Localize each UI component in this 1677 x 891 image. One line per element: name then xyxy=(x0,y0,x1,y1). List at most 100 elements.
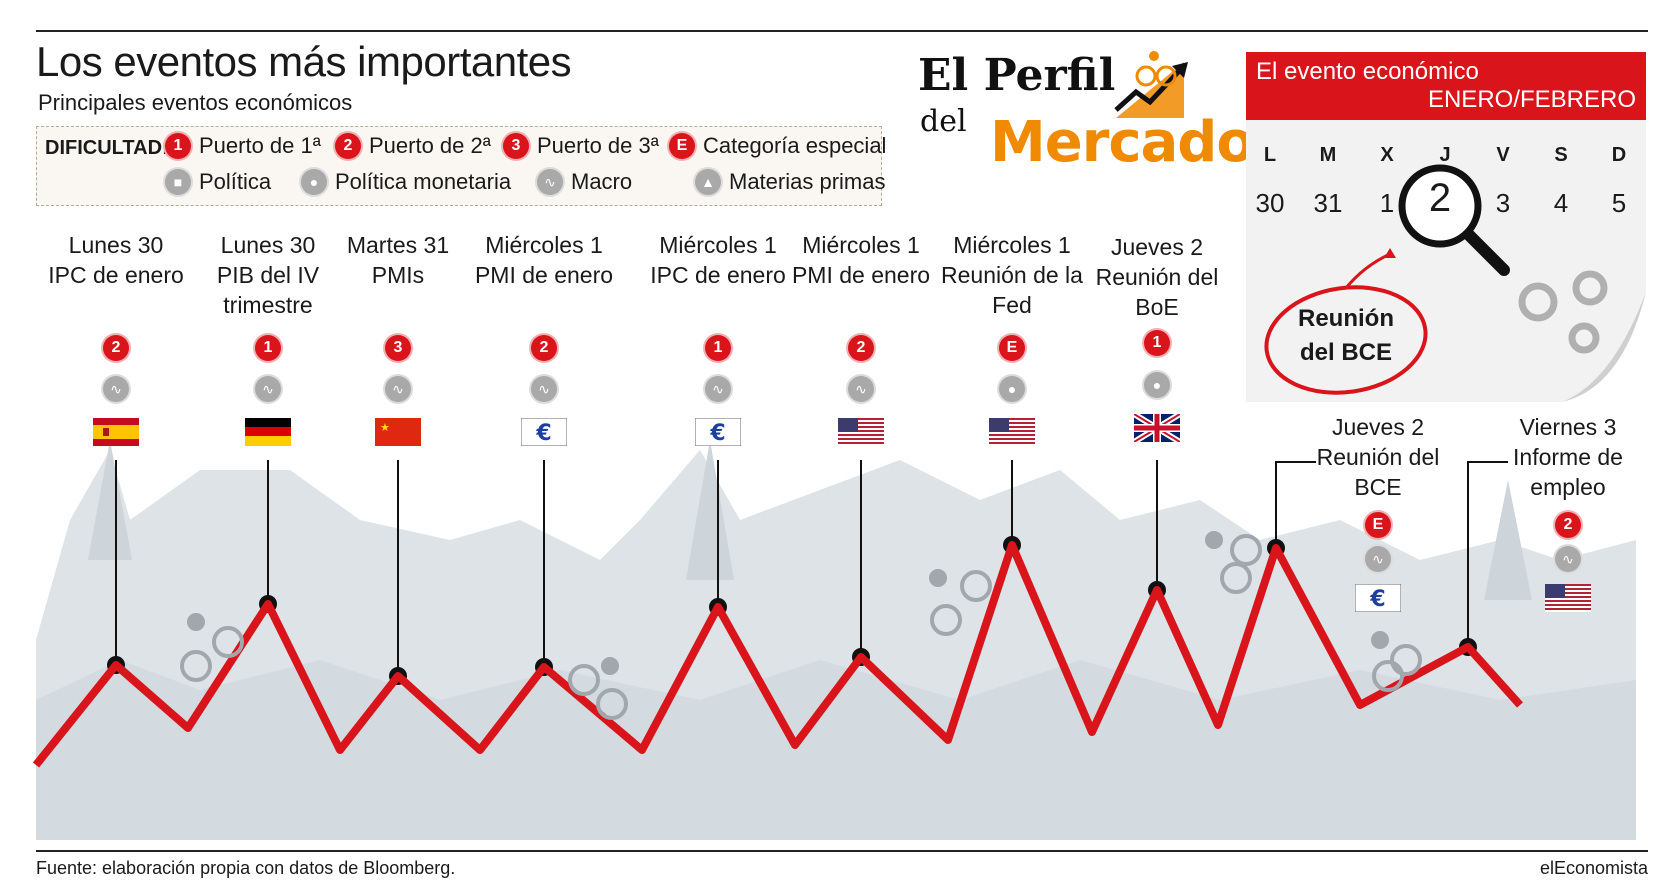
event-label: Martes 31 PMIs xyxy=(318,230,478,290)
svg-text:€: € xyxy=(1369,587,1385,612)
flag-china-icon: ★ xyxy=(375,418,421,451)
cyclist-icon xyxy=(1205,531,1262,594)
event-name: IPC de enero xyxy=(650,262,786,288)
top-rule xyxy=(36,30,1648,32)
flag-germany-icon xyxy=(245,418,291,451)
flag-usa-icon xyxy=(838,418,884,451)
legend-difficulty-3: 3 Puerto de 3ª xyxy=(503,133,659,159)
cyclist-icon xyxy=(1371,631,1422,692)
calendar-period: ENERO/FEBRERO xyxy=(1427,86,1636,113)
event-name: PMI de enero xyxy=(474,262,614,288)
legend-label: Macro xyxy=(571,169,633,194)
difficulty-badge-icon: E xyxy=(669,133,695,159)
event-label: Jueves 2 Reunión del BCE xyxy=(1298,412,1458,502)
difficulty-badge-icon: 1 xyxy=(165,133,191,159)
flag-usa-icon xyxy=(989,418,1035,451)
event-day: Miércoles 1 xyxy=(485,232,603,258)
difficulty-badge-icon: 1 xyxy=(705,335,731,361)
difficulty-badge-icon: 2 xyxy=(531,335,557,361)
difficulty-badge-icon: 2 xyxy=(103,335,129,361)
difficulty-badge-icon: 2 xyxy=(1555,512,1581,538)
event-day: Lunes 30 xyxy=(220,232,316,258)
legend-label: Política monetaria xyxy=(335,169,512,194)
event-day: Viernes 3 xyxy=(1519,414,1617,440)
flag-eurozone-icon: € xyxy=(694,417,742,451)
weekday-label: L xyxy=(1263,144,1277,166)
legend-category-politics: ■ Política xyxy=(165,169,271,195)
macro-icon: ∿ xyxy=(1365,546,1391,572)
weekday-label: J xyxy=(1439,144,1451,166)
event-name: Reunión de la Fed xyxy=(941,262,1083,318)
source-note: Fuente: elaboración propia con datos de … xyxy=(36,858,456,878)
flag-eurozone-icon: € xyxy=(520,417,568,451)
leader-line xyxy=(1467,461,1508,647)
macro-icon: ∿ xyxy=(705,376,731,402)
event-label: Miércoles 1 Reunión de la Fed xyxy=(932,230,1092,320)
monetary-policy-icon: ● xyxy=(1144,372,1170,398)
event-day: Lunes 30 xyxy=(68,232,164,258)
brand-del: del xyxy=(920,104,967,139)
weekday-label: D xyxy=(1611,144,1627,166)
weekday-label: V xyxy=(1496,144,1510,166)
event-label: Miércoles 1 PMI de enero xyxy=(781,230,941,290)
calendar-day: 3 xyxy=(1495,188,1511,218)
cyclist-icon xyxy=(568,657,628,720)
legend-heading: DIFICULTAD: xyxy=(45,137,169,159)
legend-label: Materias primas xyxy=(729,169,886,194)
weekday-label: M xyxy=(1319,144,1337,166)
difficulty-badge-icon: 3 xyxy=(385,335,411,361)
event-name: IPC de enero xyxy=(48,262,184,288)
svg-text:€: € xyxy=(535,421,551,446)
page-curl-icon xyxy=(1562,292,1646,402)
event-label: Jueves 2 Reunión del BoE xyxy=(1077,232,1237,322)
calendar-card: El evento económico ENERO/FEBRERO L M X … xyxy=(1246,52,1646,402)
event-name: PMI de enero xyxy=(791,262,931,288)
difficulty-badge-icon: 2 xyxy=(335,133,361,159)
legend-category-macro: ∿ Macro xyxy=(537,169,632,195)
legend-label: Puerto de 2ª xyxy=(369,133,491,158)
legend-label: Puerto de 1ª xyxy=(199,133,321,158)
flag-uk-icon xyxy=(1132,411,1182,447)
event-day: Martes 31 xyxy=(346,232,450,258)
legend-category-monetary: ● Política monetaria xyxy=(301,169,511,195)
flag-spain-icon xyxy=(93,418,139,451)
legend-box: DIFICULTAD: 1 Puerto de 1ª 2 Puerto de 2… xyxy=(36,126,886,206)
page-subtitle: Principales eventos económicos xyxy=(38,90,353,115)
page-title: Los eventos más importantes xyxy=(36,38,572,85)
svg-text:€: € xyxy=(709,421,725,446)
event-label: Miércoles 1 IPC de enero xyxy=(638,230,798,290)
calendar-highlight-day: 2 xyxy=(1428,176,1452,220)
weekday-label: S xyxy=(1554,144,1568,166)
profile-line xyxy=(32,541,1523,768)
event-label: Lunes 30 IPC de enero xyxy=(36,230,196,290)
brand-mercado: Mercado xyxy=(990,110,1255,175)
event-day: Jueves 2 xyxy=(1331,414,1425,440)
macro-icon: ∿ xyxy=(848,376,874,402)
cyclist-icon xyxy=(929,569,992,636)
flag-eurozone-icon: € xyxy=(1354,583,1402,617)
difficulty-badge-icon: E xyxy=(999,335,1025,361)
macro-icon: ∿ xyxy=(255,376,281,402)
event-day: Miércoles 1 xyxy=(802,232,920,258)
bottom-rule xyxy=(36,850,1648,852)
event-name: Reunión del BCE xyxy=(1316,444,1440,500)
event-label: Miércoles 1 PMI de enero xyxy=(464,230,624,290)
calendar-day: 4 xyxy=(1553,188,1569,218)
monetary-policy-icon: ● xyxy=(301,169,327,195)
legend-category-commodities: ▲ Materias primas xyxy=(695,169,885,195)
difficulty-badge-icon: 2 xyxy=(848,335,874,361)
flag-usa-icon xyxy=(1545,584,1591,617)
calendar-day: 31 xyxy=(1313,188,1343,218)
cyclist-icons xyxy=(180,531,1422,720)
calendar-note-line: del BCE xyxy=(1299,339,1392,366)
event-name: Informe de empleo xyxy=(1513,444,1623,500)
red-circle-marker-icon xyxy=(1264,248,1428,395)
calendar-note: Reunión del BCE xyxy=(1286,302,1406,370)
calendar-day: 1 xyxy=(1379,188,1395,218)
legend-label: Categoría especial xyxy=(703,133,887,158)
politics-icon: ■ xyxy=(165,169,191,195)
leader-line xyxy=(1275,461,1316,548)
calendar-day: 30 xyxy=(1255,188,1285,218)
credit-label: elEconomista xyxy=(1539,858,1648,878)
